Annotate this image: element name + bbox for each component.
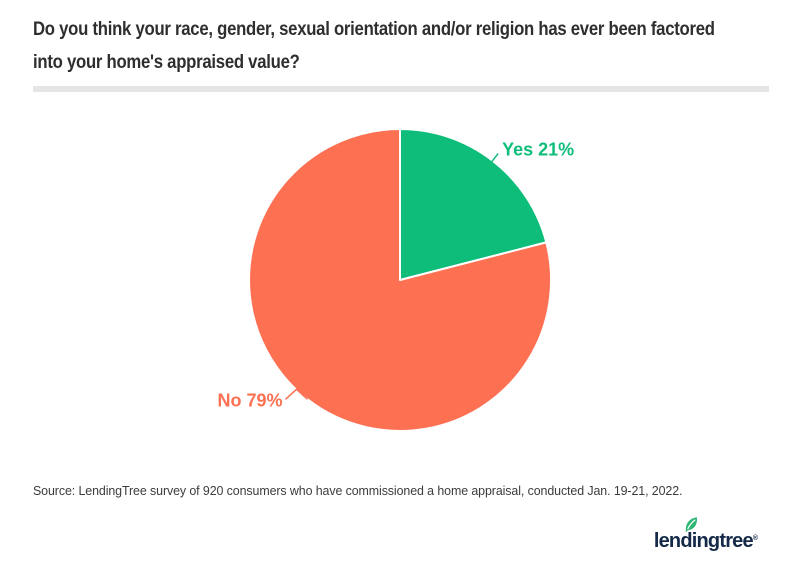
- pie-chart: Yes 21% No 79%: [217, 128, 574, 432]
- pie-connector-yes: [490, 153, 499, 163]
- logo-text: lendingtree®: [653, 517, 758, 552]
- registered-mark: ®: [752, 535, 758, 542]
- pie-label-yes: Yes 21%: [502, 140, 574, 160]
- pie-slice-no[interactable]: [248, 128, 553, 432]
- page-title-line-2: into your home's appraised value?: [33, 52, 300, 73]
- logo-wordmark: lendingtree: [653, 530, 754, 552]
- source-note: Source: LendingTree survey of 920 consum…: [33, 483, 683, 498]
- lendingtree-logo: lendingtree®: [653, 517, 758, 557]
- page-title-line-1: Do you think your race, gender, sexual o…: [33, 19, 715, 40]
- pie-label-no: No 79%: [217, 390, 282, 410]
- pie-connector-no: [284, 388, 309, 400]
- leaf-icon: [685, 517, 697, 532]
- page-title: Do you think your race, gender, sexual o…: [33, 13, 715, 79]
- title-divider: [33, 86, 769, 92]
- pie-chart-area: Yes 21% No 79%: [0, 100, 800, 470]
